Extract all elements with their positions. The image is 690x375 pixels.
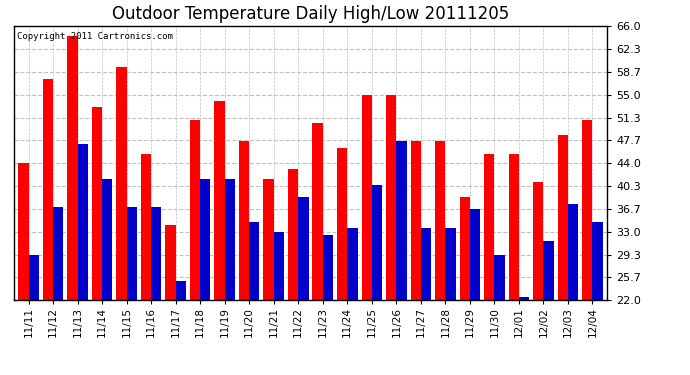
Bar [151, 207, 161, 300]
Bar [313, 123, 323, 300]
Bar [77, 144, 88, 300]
Bar [166, 225, 176, 300]
Bar [176, 281, 186, 300]
Bar [582, 120, 593, 300]
Bar [568, 204, 578, 300]
Bar [264, 178, 274, 300]
Bar [323, 235, 333, 300]
Bar [396, 141, 406, 300]
Bar [372, 185, 382, 300]
Bar [117, 67, 126, 300]
Bar [288, 170, 298, 300]
Bar [53, 207, 63, 300]
Bar [460, 197, 470, 300]
Bar [484, 154, 495, 300]
Bar [347, 228, 357, 300]
Title: Outdoor Temperature Daily High/Low 20111205: Outdoor Temperature Daily High/Low 20111… [112, 5, 509, 23]
Bar [558, 135, 568, 300]
Bar [533, 182, 544, 300]
Bar [102, 178, 112, 300]
Bar [435, 141, 445, 300]
Bar [239, 141, 249, 300]
Bar [411, 141, 421, 300]
Bar [43, 79, 53, 300]
Bar [445, 228, 455, 300]
Text: Copyright 2011 Cartronics.com: Copyright 2011 Cartronics.com [17, 32, 172, 41]
Bar [249, 222, 259, 300]
Bar [190, 120, 200, 300]
Bar [215, 101, 225, 300]
Bar [519, 297, 529, 300]
Bar [274, 231, 284, 300]
Bar [509, 154, 519, 300]
Bar [28, 255, 39, 300]
Bar [593, 222, 603, 300]
Bar [141, 154, 151, 300]
Bar [200, 178, 210, 300]
Bar [225, 178, 235, 300]
Bar [362, 95, 372, 300]
Bar [126, 207, 137, 300]
Bar [386, 95, 396, 300]
Bar [337, 148, 347, 300]
Bar [18, 163, 28, 300]
Bar [67, 36, 77, 300]
Bar [421, 228, 431, 300]
Bar [298, 197, 308, 300]
Bar [495, 255, 504, 300]
Bar [544, 241, 554, 300]
Bar [470, 209, 480, 300]
Bar [92, 107, 102, 300]
